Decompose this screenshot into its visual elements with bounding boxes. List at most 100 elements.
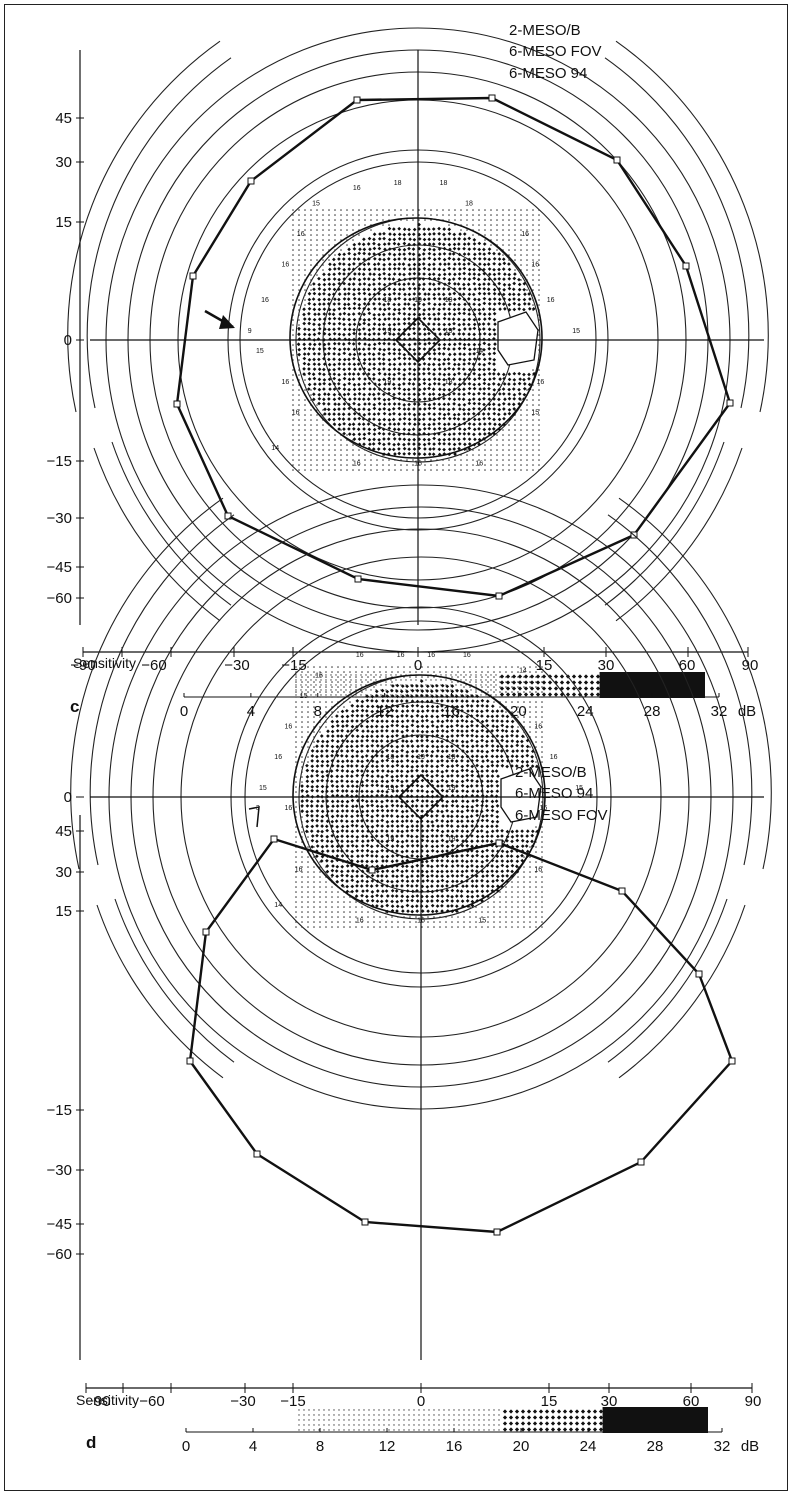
stipple-mark [447,322,452,327]
stipple-mark [457,431,462,436]
grid-dot [499,921,501,923]
grid-dot [502,214,504,216]
stipple-mark [310,844,314,849]
scale-dot [315,679,317,681]
grid-dot [475,666,477,668]
grid-dot [481,681,483,683]
stipple-mark [381,392,386,397]
stipple-mark [505,754,510,759]
stipple-mark [475,834,480,839]
stipple-mark [382,402,387,407]
grid-dot [322,434,324,436]
grid-dot [415,916,417,918]
stipple-mark [412,257,416,262]
stipple-mark [480,818,485,823]
grid-dot [541,841,543,843]
stipple-mark [305,798,309,803]
grid-dot [376,219,378,221]
stipple-mark [322,362,327,367]
stipple-mark [482,387,487,391]
stipple-mark [480,854,485,859]
grid-dot [301,866,303,868]
stipple-mark [482,427,487,432]
grid-dot [361,906,363,908]
stipple-mark [392,372,397,377]
stipple-mark [387,426,392,431]
stipple-mark [482,247,486,252]
stipple-mark [485,854,490,859]
stipple-mark [447,272,452,277]
stipple-mark [502,277,506,281]
stipple-mark [397,406,402,411]
grid-dot [541,706,543,708]
stipple-mark [376,789,380,794]
stipple-mark [515,838,520,843]
scale-dot [320,679,322,681]
grid-dot [490,454,492,456]
stipple-mark [455,763,460,768]
stipple-mark [430,744,435,749]
stipple-mark [370,824,375,829]
stipple-mark [412,402,417,406]
grid-dot [523,731,525,733]
grid-dot [379,671,381,673]
stipple-mark [381,312,386,317]
stipple-mark [349,764,354,768]
stipple-mark [497,422,502,427]
stipple-mark [417,237,422,241]
stipple-mark [407,422,412,426]
stipple-mark [500,714,505,718]
stipple-mark [370,729,375,734]
stipple-mark [485,818,490,823]
scale-dot [395,679,397,681]
stipple-mark [412,352,417,356]
grid-dot [526,249,528,251]
stipple-mark [395,778,400,783]
stipple-mark [427,356,432,361]
stipple-mark [377,371,382,376]
stipple-mark [316,829,320,834]
grid-dot [439,916,441,918]
stipple-mark [488,357,492,361]
stipple-mark [422,381,427,386]
stipple-mark [470,854,475,859]
grid-dot [517,691,519,693]
stipple-mark [315,818,319,823]
grid-dot [460,459,462,461]
grid-dot [490,224,492,226]
stipple-mark [427,316,432,321]
grid-dot [517,876,519,878]
grid-dot [295,806,297,808]
stipple-mark [342,311,347,316]
stipple-mark [380,804,384,809]
stipple-mark [392,327,397,332]
stipple-mark [377,387,382,391]
grid-dot [505,891,507,893]
grid-dot [292,369,294,371]
stipple-mark [366,262,371,266]
grid-dot [460,454,462,456]
stipple-mark [405,693,410,698]
grid-dot [385,666,387,668]
stipple-mark [322,297,327,302]
grid-dot [307,751,309,753]
scale-dot [370,689,372,691]
stipple-mark [424,769,429,774]
grid-dot [526,289,528,291]
grid-dot [532,289,534,291]
scale-dot [310,694,312,696]
stipple-mark [322,397,326,402]
grid-dot [481,671,483,673]
stipple-mark [302,332,307,337]
stipple-mark [437,357,442,362]
stipple-mark [395,799,399,804]
grid-dot [316,424,318,426]
stipple-mark [365,713,370,718]
stipple-mark [493,422,497,427]
grid-dot [541,921,543,923]
stipple-mark [457,403,462,407]
stipple-mark [302,342,307,347]
scale-dot [490,674,492,676]
grid-dot [325,711,327,713]
stipple-mark [380,775,385,779]
